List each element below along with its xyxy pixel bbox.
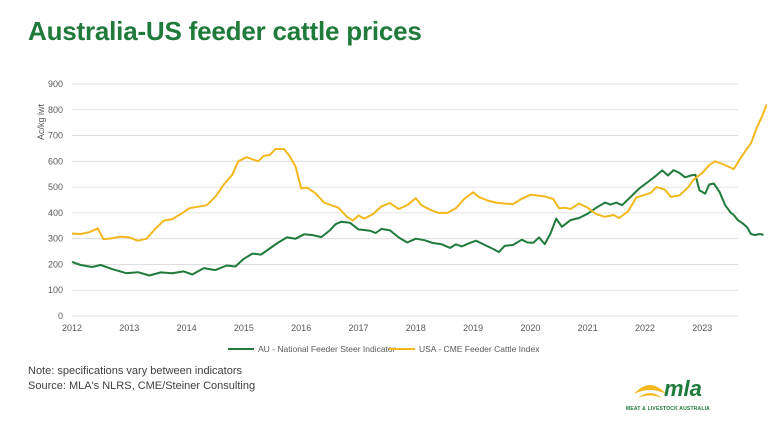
- note-line: Note: specifications vary between indica…: [28, 365, 242, 377]
- source-line: Source: MLA's NLRS, CME/Steiner Consulti…: [28, 380, 256, 392]
- x-tick-label: 2017: [348, 323, 368, 333]
- x-tick-label: 2014: [177, 323, 197, 333]
- chart-notes: Note: specifications vary between indica…: [28, 364, 255, 394]
- x-tick-label: 2023: [692, 323, 712, 333]
- x-tick-label: 2013: [119, 323, 139, 333]
- logo-wordmark: mla: [664, 376, 702, 401]
- y-axis-ticks: 0 100 200 300 400 500 600 700 800 900: [48, 79, 63, 321]
- y-tick-label: 0: [58, 311, 63, 321]
- x-tick-label: 2022: [635, 323, 655, 333]
- y-tick-label: 800: [48, 105, 63, 115]
- logo-subtitle: MEAT & LIVESTOCK AUSTRALIA: [626, 406, 710, 412]
- legend-label: USA - CME Feeder Cattle Index: [419, 344, 540, 354]
- chart-title: Australia-US feeder cattle prices: [28, 16, 422, 46]
- series-line-au: [71, 169, 764, 277]
- x-tick-label: 2012: [62, 323, 82, 333]
- legend: AU - National Feeder Steer Indicator USA …: [228, 344, 540, 354]
- x-tick-label: 2018: [406, 323, 426, 333]
- x-axis-ticks: 2012 2013 2014 2015 2016 2017 2018 2019 2020 2021…: [62, 323, 712, 333]
- mla-logo: mla MEAT & LIVESTOCK AUSTRALIA: [626, 372, 746, 420]
- series-line-usa: [71, 104, 768, 242]
- y-tick-label: 900: [48, 79, 63, 89]
- y-tick-label: 200: [48, 259, 63, 269]
- x-tick-label: 2016: [291, 323, 311, 333]
- y-axis-label: Ac/kg lwt: [36, 103, 46, 140]
- series-lines: [71, 104, 768, 277]
- y-tick-label: 600: [48, 156, 63, 166]
- x-tick-label: 2019: [463, 323, 483, 333]
- logo-mark-icon: [634, 385, 666, 398]
- x-tick-label: 2021: [578, 323, 598, 333]
- y-tick-label: 300: [48, 234, 63, 244]
- y-tick-label: 500: [48, 182, 63, 192]
- x-tick-label: 2020: [520, 323, 540, 333]
- x-tick-label: 2015: [234, 323, 254, 333]
- y-tick-label: 100: [48, 285, 63, 295]
- y-tick-label: 700: [48, 131, 63, 141]
- gridlines: [72, 83, 738, 317]
- legend-label: AU - National Feeder Steer Indicator: [258, 344, 396, 354]
- y-tick-label: 400: [48, 208, 63, 218]
